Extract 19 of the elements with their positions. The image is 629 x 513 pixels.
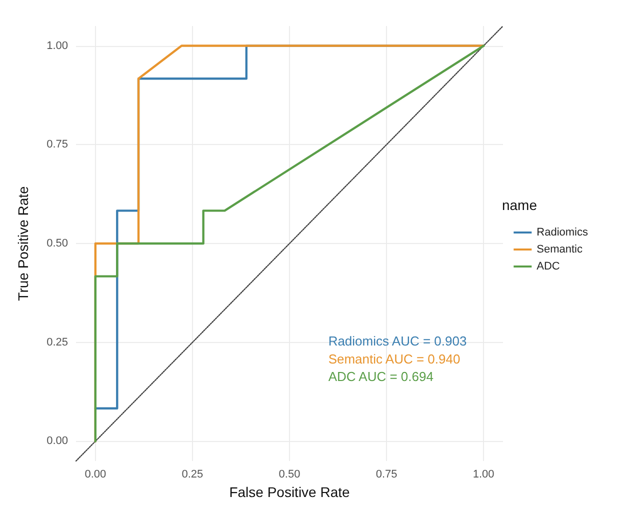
annotation: ADC AUC = 0.694 (328, 369, 434, 384)
legend-label: Semantic (536, 244, 584, 256)
y-tick-label: 0.75 (46, 138, 68, 151)
legend-title: name (502, 197, 538, 213)
y-tick-label: 0.00 (46, 435, 68, 448)
x-axis-title: False Positive Rate (229, 484, 350, 500)
x-tick-label: 0.00 (84, 468, 106, 480)
annotation: Radiomics AUC = 0.903 (328, 333, 467, 348)
x-tick-label: 1.00 (472, 468, 494, 480)
y-axis-title: True Positive Rate (15, 186, 31, 301)
x-tick-label: 0.25 (182, 468, 204, 480)
legend-label: ADC (536, 260, 560, 272)
legend-label: Radiomics (536, 226, 588, 238)
x-tick-label: 0.75 (376, 468, 398, 480)
annotation: Semantic AUC = 0.940 (328, 351, 460, 366)
y-tick-label: 0.50 (46, 238, 68, 250)
y-tick-label: 1.00 (46, 40, 68, 52)
y-tick-label: 0.25 (46, 336, 68, 348)
x-tick-label: 0.50 (278, 468, 300, 480)
